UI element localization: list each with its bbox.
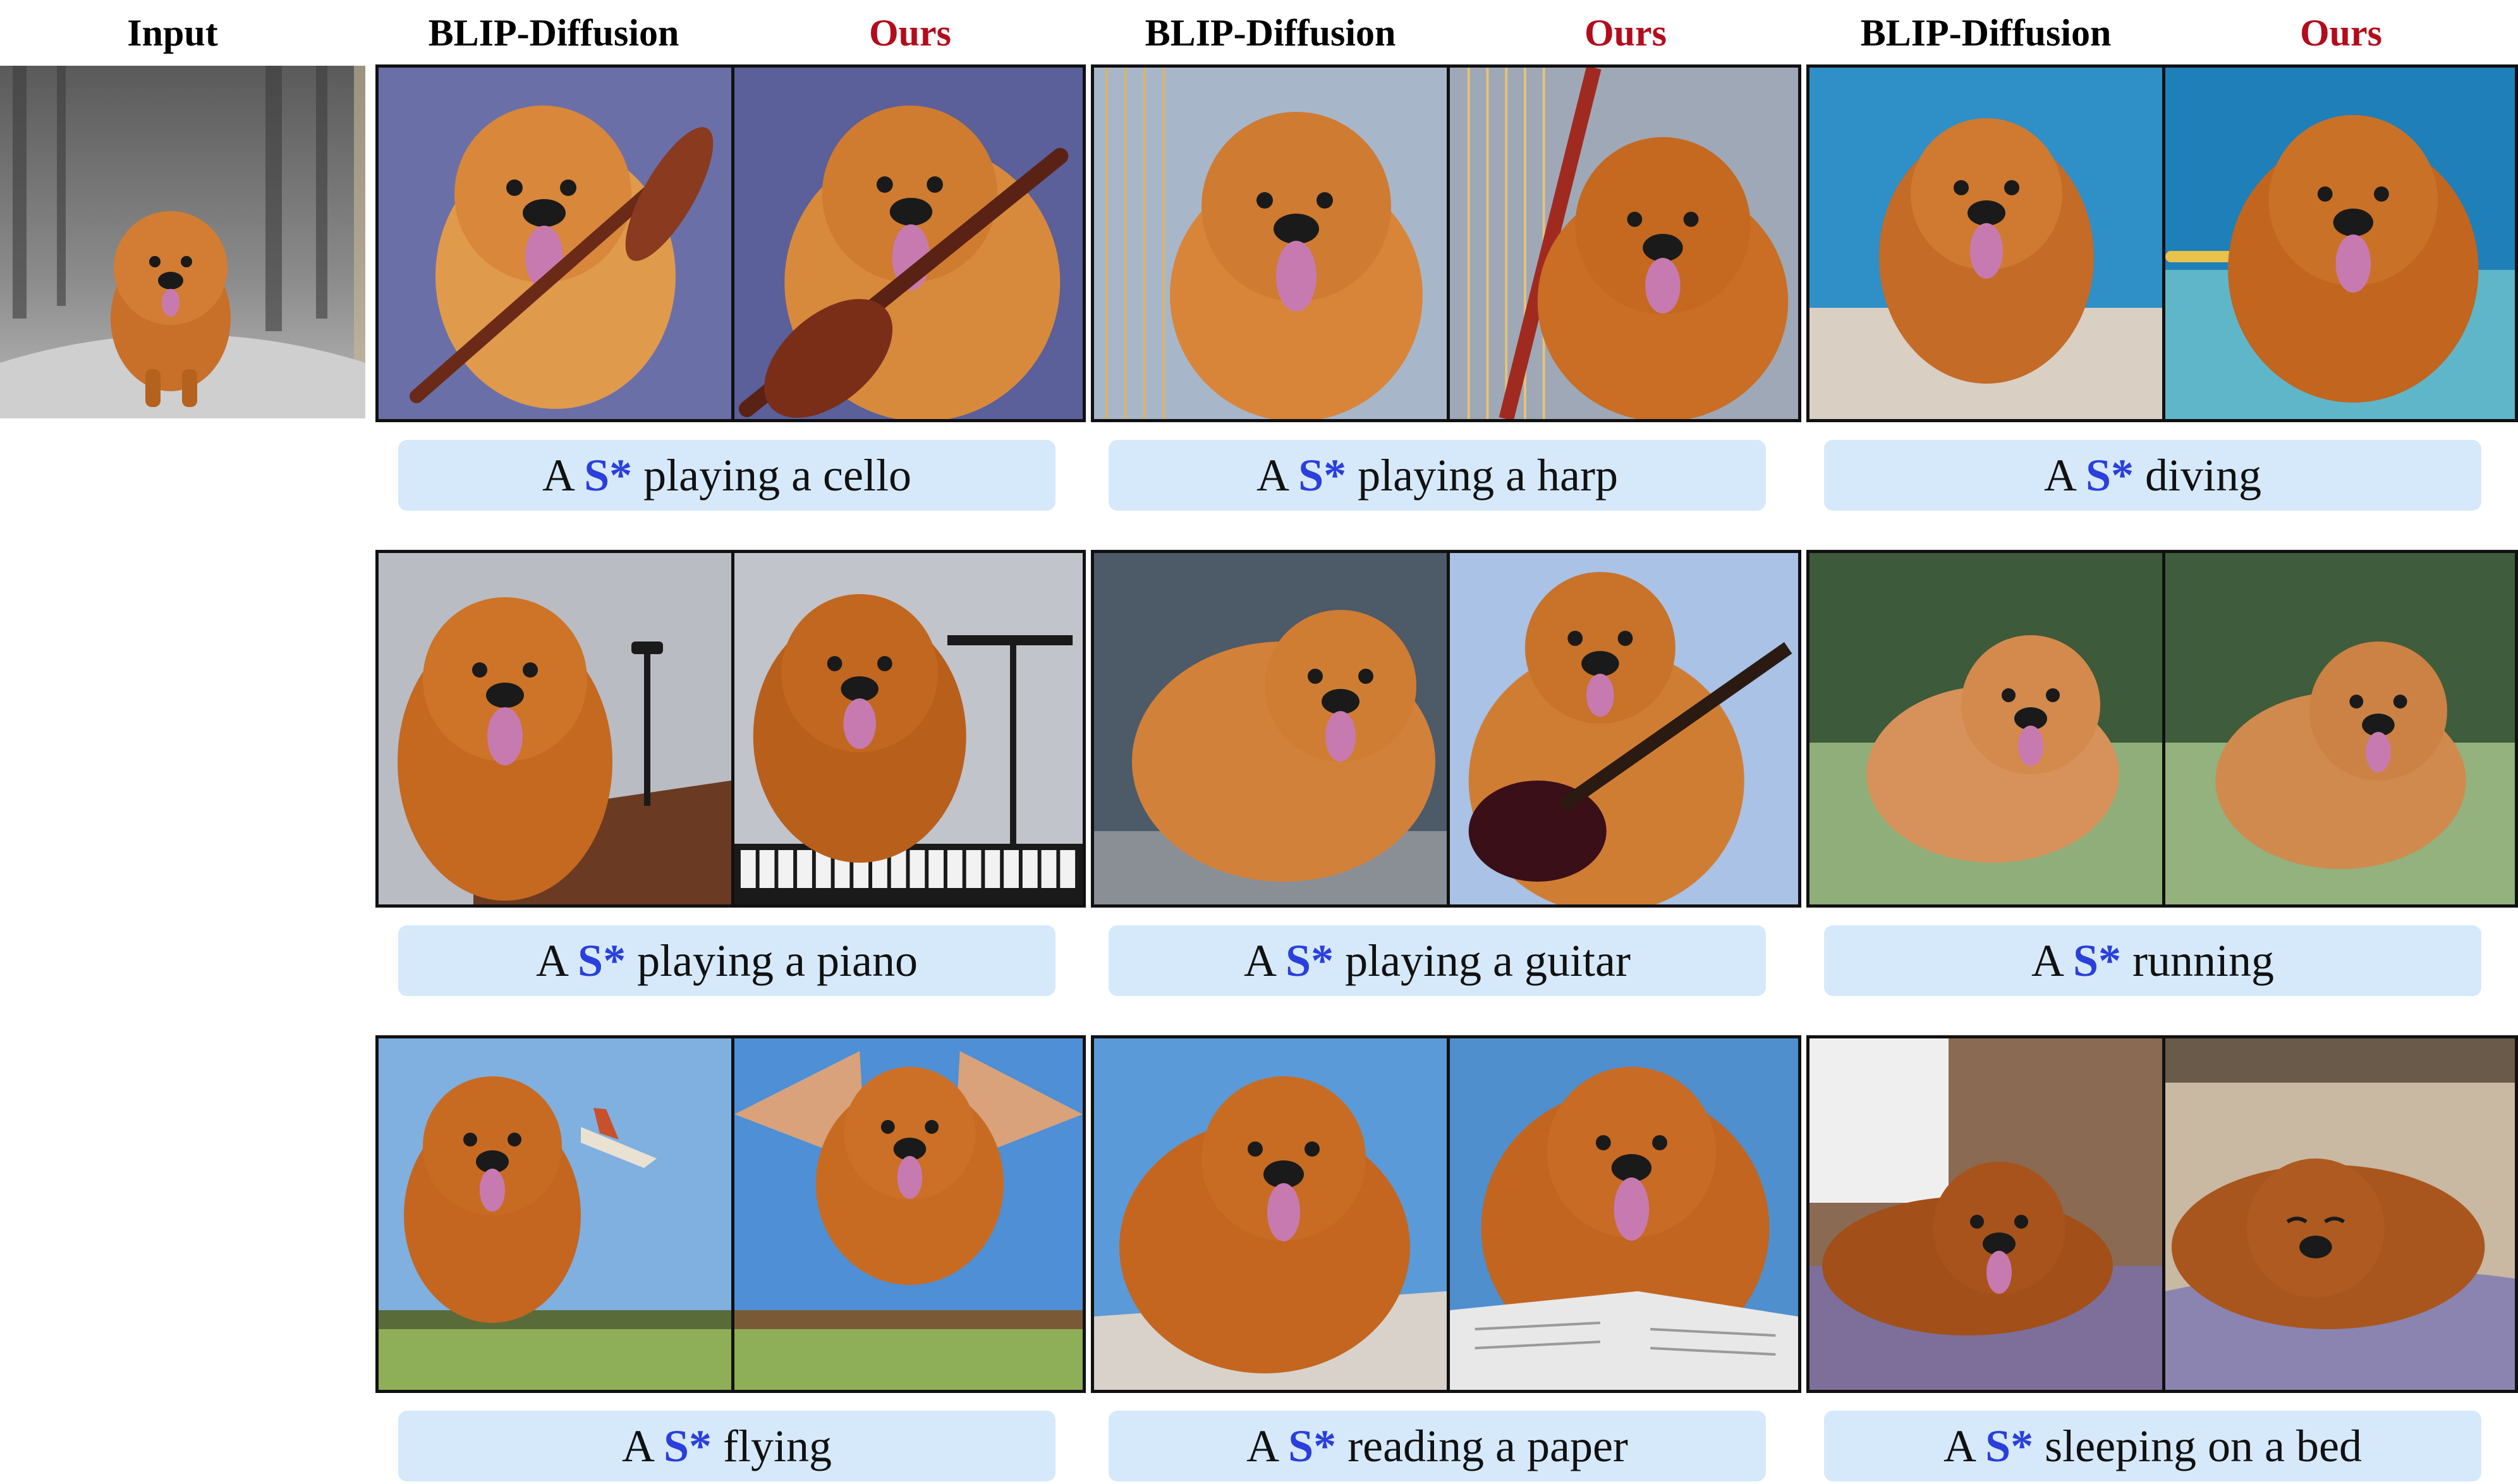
row3-col1-comparison (375, 1035, 1086, 1393)
row2-col1-comparison (375, 550, 1086, 908)
subject-token: S* (584, 450, 633, 501)
caption-r2c1: A S* playing a piano (398, 925, 1055, 996)
subject-token: S* (1985, 1421, 2034, 1471)
row3-col3-baseline-image (1809, 1038, 2162, 1390)
row2-col3-comparison (1806, 550, 2518, 908)
subject-token: S* (1298, 450, 1347, 501)
caption-r2c3: A S* running (1824, 925, 2481, 996)
dog-harp-baseline (1094, 68, 1447, 419)
caption-text: flying (723, 1421, 832, 1471)
row2-col2-baseline-image (1094, 553, 1447, 904)
caption-r3c1: A S* flying (398, 1411, 1055, 1481)
caption-r3c2: A S* reading a paper (1109, 1411, 1766, 1481)
dog-sleeping-ours (2165, 1038, 2515, 1390)
subject-token: S* (664, 1421, 712, 1471)
caption-prefix: A (1244, 935, 1275, 986)
row2-col1-ours-image (734, 553, 1083, 904)
caption-text: playing a cello (643, 450, 911, 501)
row3-col1-ours-image (734, 1038, 1083, 1390)
row3-col2-baseline-image (1094, 1038, 1447, 1390)
col1-baseline-header: BLIP-Diffusion (428, 12, 679, 54)
row1-col2-baseline-image (1094, 68, 1447, 419)
dog-running-baseline (1809, 553, 2162, 904)
dog-diving-ours (2165, 68, 2515, 419)
row2-col3-ours-image (2165, 553, 2515, 904)
subject-token: S* (1288, 1421, 1337, 1471)
dog-reading-ours (1450, 1038, 1798, 1390)
caption-prefix: A (536, 935, 567, 986)
dog-guitar-ours (1450, 553, 1798, 904)
row1-col3-baseline-image (1809, 68, 2162, 419)
row1-col3-comparison (1806, 64, 2518, 422)
caption-prefix: A (1943, 1421, 1974, 1471)
subject-token: S* (2073, 935, 2122, 986)
input-dog-forest-photo (0, 66, 365, 418)
dog-running-ours (2165, 553, 2515, 904)
row3-col3-ours-image (2165, 1038, 2515, 1390)
caption-prefix: A (542, 450, 573, 501)
caption-text: playing a guitar (1345, 935, 1631, 986)
dog-piano-ours (734, 553, 1083, 904)
subject-token: S* (1286, 935, 1334, 986)
col1-ours-header: Ours (868, 12, 952, 54)
caption-text: sleeping on a bed (2045, 1421, 2362, 1471)
dog-flying-baseline (379, 1038, 731, 1390)
caption-text: playing a piano (637, 935, 918, 986)
caption-prefix: A (621, 1421, 652, 1471)
caption-prefix: A (2031, 935, 2062, 986)
col3-baseline-header: BLIP-Diffusion (1860, 12, 2112, 54)
caption-r3c3: A S* sleeping on a bed (1824, 1411, 2481, 1481)
dog-cello-baseline (379, 68, 731, 419)
row3-col2-ours-image (1450, 1038, 1798, 1390)
row1-col1-ours-image (734, 68, 1083, 419)
row2-col2-ours-image (1450, 553, 1798, 904)
input-header: Input (127, 12, 218, 54)
caption-prefix: A (1246, 1421, 1277, 1471)
caption-r2c2: A S* playing a guitar (1109, 925, 1766, 996)
dog-diving-baseline (1809, 68, 2162, 419)
row2-col2-comparison (1091, 550, 1801, 908)
caption-r1c1: A S* playing a cello (398, 440, 1055, 511)
row1-col2-ours-image (1450, 68, 1798, 419)
dog-flying-ours (734, 1038, 1083, 1390)
row1-col1-comparison (375, 64, 1086, 422)
subject-token: S* (2085, 450, 2134, 501)
caption-text: playing a harp (1358, 450, 1618, 501)
caption-r1c3: A S* diving (1824, 440, 2481, 511)
col2-ours-header: Ours (1584, 12, 1667, 54)
caption-text: running (2132, 935, 2275, 986)
caption-prefix: A (1256, 450, 1287, 501)
caption-text: reading a paper (1347, 1421, 1628, 1471)
dog-cello-ours (734, 68, 1083, 419)
input-image (0, 66, 365, 418)
dog-harp-ours (1450, 68, 1798, 419)
row3-col1-baseline-image (379, 1038, 731, 1390)
subject-token: S* (578, 935, 626, 986)
dog-piano-baseline (379, 553, 731, 904)
row3-col3-comparison (1806, 1035, 2518, 1393)
row1-col3-ours-image (2165, 68, 2515, 419)
row2-col3-baseline-image (1809, 553, 2162, 904)
caption-r1c2: A S* playing a harp (1109, 440, 1766, 511)
row2-col1-baseline-image (379, 553, 731, 904)
dog-guitar-baseline (1094, 553, 1447, 904)
caption-text: diving (2145, 450, 2262, 501)
row1-col2-comparison (1091, 64, 1801, 422)
dog-sleeping-baseline (1809, 1038, 2162, 1390)
caption-prefix: A (2043, 450, 2074, 501)
dog-reading-baseline (1094, 1038, 1447, 1390)
row3-col2-comparison (1091, 1035, 1801, 1393)
col3-ours-header: Ours (2299, 12, 2383, 54)
col2-baseline-header: BLIP-Diffusion (1145, 12, 1396, 54)
row1-col1-baseline-image (379, 68, 731, 419)
